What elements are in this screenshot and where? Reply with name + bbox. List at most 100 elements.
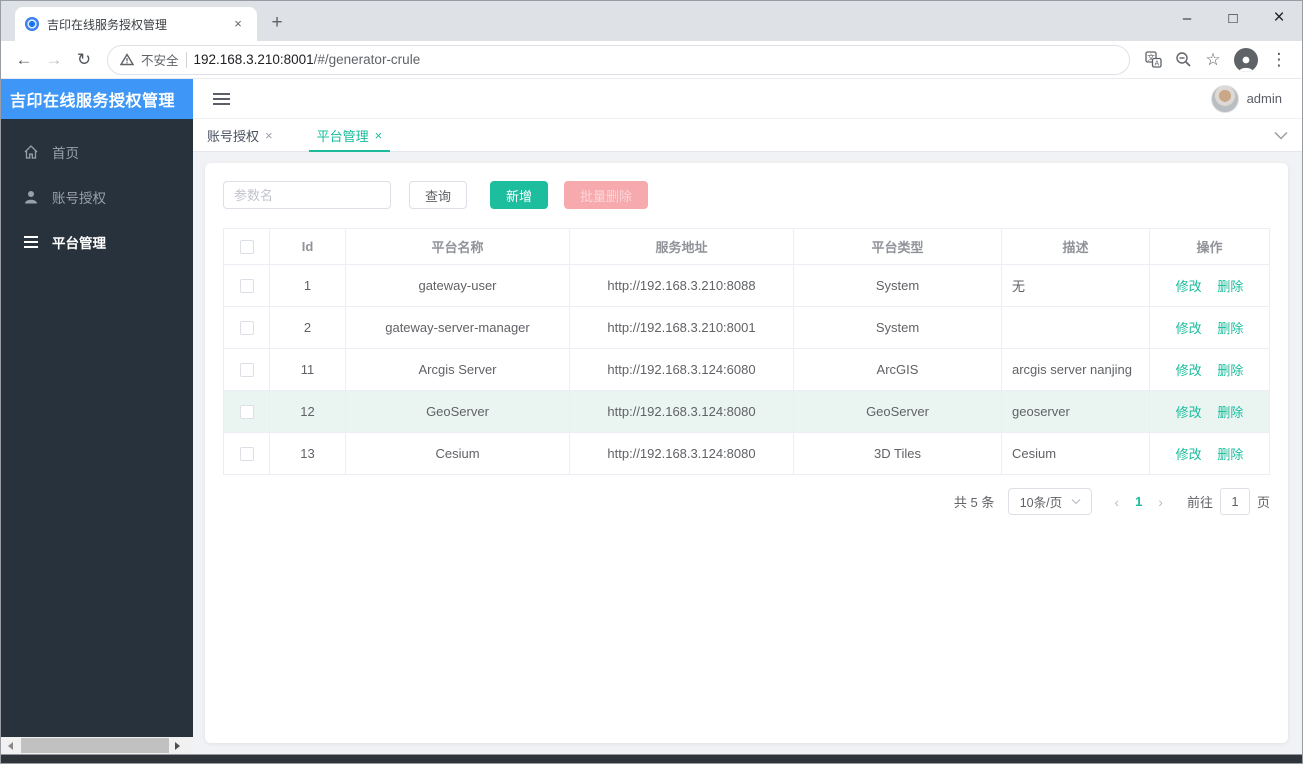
add-button[interactable]: 新增 xyxy=(490,181,549,209)
current-page[interactable]: 1 xyxy=(1135,494,1143,509)
header-url: 服务地址 xyxy=(569,228,794,265)
reload-icon[interactable]: ↻ xyxy=(76,49,92,69)
edit-link[interactable]: 修改 xyxy=(1175,405,1202,420)
cell-desc: Cesium xyxy=(1001,432,1150,475)
cell-desc xyxy=(1001,306,1150,349)
chevron-down-icon[interactable] xyxy=(1274,131,1288,140)
cell-id: 2 xyxy=(269,306,346,349)
total-count: 共 5 条 xyxy=(953,495,995,510)
user-avatar[interactable] xyxy=(1210,84,1239,113)
edit-link[interactable]: 修改 xyxy=(1175,363,1202,378)
delete-link[interactable]: 删除 xyxy=(1217,321,1244,336)
header-name: 平台名称 xyxy=(345,228,570,265)
back-icon[interactable]: ← xyxy=(15,49,33,69)
tab-platform-mgmt[interactable]: 平台管理 × xyxy=(308,119,390,152)
row-checkbox[interactable] xyxy=(239,405,254,420)
sidebar-item-platform-mgmt[interactable]: 平台管理 xyxy=(1,219,193,264)
page-tabbar: 账号授权 × 平台管理 × xyxy=(193,119,1302,152)
tab-close-icon[interactable]: × xyxy=(374,127,383,143)
cell-url: http://192.168.3.124:6080 xyxy=(569,348,794,391)
param-name-input[interactable] xyxy=(223,181,391,209)
warning-triangle-icon xyxy=(120,53,134,66)
user-icon xyxy=(25,190,37,203)
zoom-out-icon[interactable] xyxy=(1168,45,1198,75)
cell-url: http://192.168.3.124:8080 xyxy=(569,390,794,433)
browser-toolbar: ← → ↻ 不安全 192.168.3.210:8001/#/generator… xyxy=(1,41,1302,79)
table-header-row: Id 平台名称 服务地址 平台类型 描述 操作 xyxy=(223,228,1270,265)
cell-url: http://192.168.3.124:8080 xyxy=(569,432,794,475)
query-button[interactable]: 查询 xyxy=(409,181,468,209)
cell-ops: 修改 删除 xyxy=(1149,264,1270,307)
url-host: 192.168.3.210:8001 xyxy=(193,52,314,67)
content-card: 查询 新增 批量删除 Id 平台名称 xyxy=(205,163,1288,743)
edit-link[interactable]: 修改 xyxy=(1175,279,1202,294)
row-checkbox[interactable] xyxy=(239,321,254,336)
security-label[interactable]: 不安全 xyxy=(141,54,179,68)
app-header: admin xyxy=(193,79,1302,119)
header-select-all xyxy=(223,228,270,265)
page-size-select[interactable]: 10条/页 xyxy=(1008,488,1093,515)
url-text[interactable]: 192.168.3.210:8001/#/generator-crule xyxy=(194,52,421,67)
forward-icon[interactable]: → xyxy=(45,49,63,69)
translate-icon[interactable]: 文 A xyxy=(1138,45,1168,75)
cell-ops: 修改 删除 xyxy=(1149,306,1270,349)
browser-tab[interactable]: 吉印在线服务授权管理 × xyxy=(15,7,257,41)
page-content: 查询 新增 批量删除 Id 平台名称 xyxy=(193,152,1302,754)
cell-type: 3D Tiles xyxy=(793,432,1002,475)
omnibox-divider xyxy=(185,51,187,68)
sidebar-item-account-auth[interactable]: 账号授权 xyxy=(1,174,193,219)
table-row: 1 gateway-user http://192.168.3.210:8088… xyxy=(223,264,1270,307)
scroll-right-icon[interactable] xyxy=(169,737,186,754)
address-bar[interactable]: 不安全 192.168.3.210:8001/#/generator-crule xyxy=(107,44,1130,75)
cell-ops: 修改 删除 xyxy=(1149,348,1270,391)
table-row: 11 Arcgis Server http://192.168.3.124:60… xyxy=(223,348,1270,391)
tab-close-icon[interactable]: × xyxy=(234,16,242,31)
new-tab-button[interactable]: + xyxy=(271,12,283,33)
goto-label: 前往 xyxy=(1186,495,1213,510)
page-size-value: 10条/页 xyxy=(1019,496,1063,510)
svg-text:A: A xyxy=(1154,60,1159,67)
sidebar-item-label: 账号授权 xyxy=(52,190,106,206)
next-page-button[interactable]: › xyxy=(1152,494,1169,510)
sidebar-horizontal-scrollbar[interactable] xyxy=(1,737,193,754)
tab-label: 账号授权 xyxy=(207,128,260,144)
maximize-button[interactable]: □ xyxy=(1228,9,1238,27)
scroll-left-icon[interactable] xyxy=(1,737,18,754)
cell-name: gateway-user xyxy=(345,264,570,307)
collapse-menu-icon[interactable] xyxy=(209,89,234,109)
sidebar-nav: 首页 账号授权 平台管理 xyxy=(1,119,193,737)
minimize-button[interactable]: – xyxy=(1182,9,1192,27)
cell-id: 13 xyxy=(269,432,346,475)
menu-icon xyxy=(24,235,38,248)
tab-account-auth[interactable]: 账号授权 × xyxy=(207,119,273,151)
goto-page-input[interactable] xyxy=(1219,488,1250,515)
delete-link[interactable]: 删除 xyxy=(1217,405,1244,420)
table-row: 2 gateway-server-manager http://192.168.… xyxy=(223,306,1270,349)
delete-link[interactable]: 删除 xyxy=(1217,363,1244,378)
cell-name: Cesium xyxy=(345,432,570,475)
batch-delete-button[interactable]: 批量删除 xyxy=(564,181,649,209)
cell-desc: arcgis server nanjing xyxy=(1001,348,1150,391)
browser-menu-icon[interactable]: ⋮ xyxy=(1270,49,1288,69)
header-ops: 操作 xyxy=(1149,228,1270,265)
browser-profile-icon[interactable] xyxy=(1234,47,1258,72)
username: admin xyxy=(1246,91,1282,106)
edit-link[interactable]: 修改 xyxy=(1175,321,1202,336)
select-all-checkbox[interactable] xyxy=(239,240,254,255)
bookmark-star-icon[interactable]: ☆ xyxy=(1205,49,1221,69)
delete-link[interactable]: 删除 xyxy=(1217,447,1244,462)
pagination: 共 5 条 10条/页 ‹ 1 › 前往 xyxy=(223,488,1270,515)
user-box[interactable]: admin xyxy=(1210,84,1282,113)
tab-close-icon[interactable]: × xyxy=(265,127,273,143)
scrollbar-thumb[interactable] xyxy=(21,738,169,753)
row-checkbox[interactable] xyxy=(239,363,254,378)
cell-url: http://192.168.3.210:8088 xyxy=(569,264,794,307)
edit-link[interactable]: 修改 xyxy=(1175,447,1202,462)
row-checkbox[interactable] xyxy=(239,447,254,462)
delete-link[interactable]: 删除 xyxy=(1217,279,1244,294)
close-window-button[interactable]: × xyxy=(1273,7,1285,28)
row-checkbox[interactable] xyxy=(239,279,254,294)
table-row: 13 Cesium http://192.168.3.124:8080 3D T… xyxy=(223,432,1270,475)
sidebar-item-home[interactable]: 首页 xyxy=(1,129,193,174)
prev-page-button[interactable]: ‹ xyxy=(1108,494,1125,510)
